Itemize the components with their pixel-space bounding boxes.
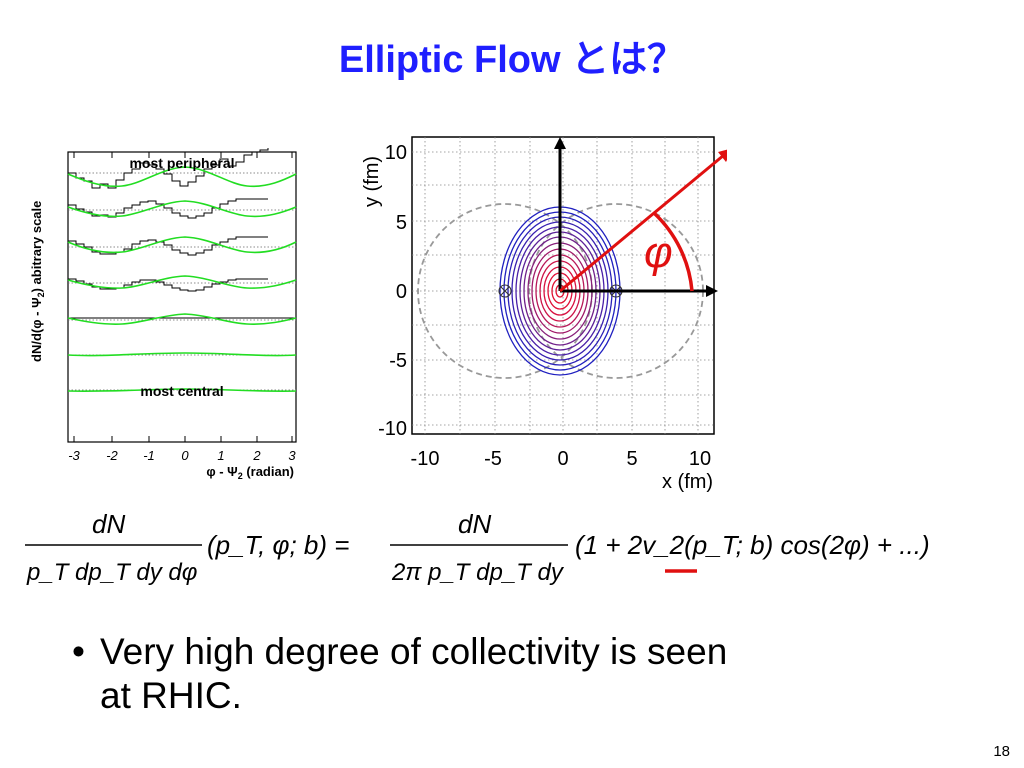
left-xtick: 1: [217, 448, 224, 463]
bullet-dot-icon: •: [72, 631, 85, 672]
label-most-peripheral: most peripheral: [129, 155, 234, 171]
nucleus-center-left-marker: [498, 284, 512, 298]
right-ylabel: y (fm): [361, 156, 383, 207]
right-xtick: 0: [557, 448, 568, 470]
right-ytick: -5: [389, 350, 407, 372]
left-ylabel: dN/d(φ - Ψ2) abitrary scale: [29, 201, 46, 362]
left-xtick: 2: [252, 448, 261, 463]
histogram-3: [68, 236, 268, 256]
right-ytick: 5: [396, 212, 407, 234]
right-ytick: 10: [385, 142, 407, 164]
flow-formula: dN p_T dp_T dy dφ (p_T, φ; b) = dN 2π p_…: [25, 509, 930, 586]
right-xlabel: x (fm): [662, 471, 713, 493]
left-xtick: -1: [143, 448, 155, 463]
right-xtick: -5: [484, 448, 502, 470]
fit-curve-2: [67, 200, 297, 218]
fit-curve-1: [67, 166, 297, 188]
left-xtick: -3: [68, 448, 80, 463]
bullet-line-1: Very high degree of collectivity is seen: [100, 631, 728, 672]
right-ytick: -10: [378, 418, 407, 440]
fit-curve-6: [67, 352, 297, 357]
formula-rhs-paren: (1 + 2v_2(p_T; b) cos(2φ) + ...): [575, 530, 930, 560]
bullet-line-2: at RHIC.: [100, 675, 242, 716]
formula-lhs-numerator: dN: [92, 509, 125, 539]
fit-curve-5: [67, 313, 297, 325]
right-xtick: 5: [626, 448, 637, 470]
label-most-central: most central: [140, 383, 223, 399]
left-xtick: 0: [181, 448, 189, 463]
right-xtick: 10: [689, 448, 711, 470]
left-xlabel: φ - Ψ2 (radian): [206, 464, 294, 480]
formula-rhs-denominator: 2π p_T dp_T dy: [391, 559, 565, 586]
bullet-item: • Very high degree of collectivity is se…: [72, 630, 728, 718]
left-xtick: 3: [288, 448, 296, 463]
formula-lhs-denominator: p_T dp_T dy dφ: [26, 559, 197, 586]
page-number: 18: [993, 743, 1010, 760]
axis-arrows: [554, 137, 718, 297]
right-ytick: 0: [396, 281, 407, 303]
left-plot-frame: [67, 151, 297, 443]
histogram-4: [68, 278, 268, 292]
slide-title: Elliptic Flow とは？: [338, 39, 686, 81]
phi-angle-symbol: φ: [644, 228, 673, 277]
fit-curve-4: [67, 275, 297, 289]
formula-lhs-args: (p_T, φ; b) =: [207, 530, 349, 560]
left-xtick: -2: [106, 448, 118, 463]
right-plot: φ 10 5 0 -5 -10 -10 -5 0 5 10 x (fm) y (…: [361, 136, 727, 493]
formula-rhs-numerator: dN: [458, 509, 491, 539]
right-xtick: -10: [411, 448, 440, 470]
reaction-plane-arrow: [559, 149, 727, 293]
left-plot: most peripheral most central -3 -2 -1 0 …: [29, 148, 297, 480]
histogram-1: [68, 148, 269, 189]
fit-curve-7: [67, 388, 297, 392]
fit-curve-3: [67, 236, 297, 254]
